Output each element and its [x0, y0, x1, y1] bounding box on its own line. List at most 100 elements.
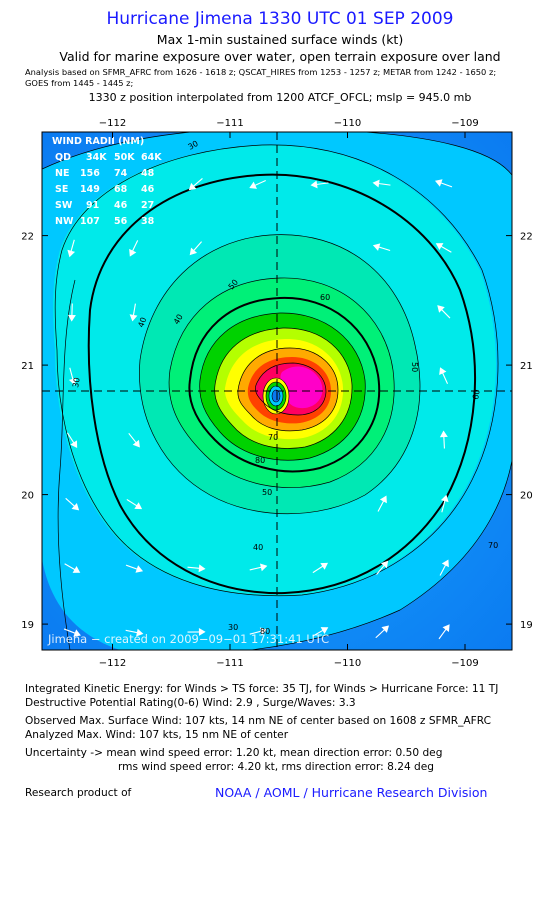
contour-label: 50 [410, 362, 419, 372]
lon-tick-label-bottom: −109 [451, 658, 478, 669]
wind-arrow-head [381, 625, 390, 633]
svg-text:50K: 50K [114, 152, 135, 163]
map-subtitle: Max 1-min sustained surface winds (kt) [156, 32, 404, 47]
map-subtitle-exposure: Valid for marine exposure over water, op… [59, 49, 501, 64]
contour-label: 60 [471, 389, 482, 401]
wind-arrow-head [189, 247, 198, 256]
svg-text:34K: 34K [86, 152, 107, 163]
wind-field-map: 30 40 50 60 70 80 50 40 30 30 40 50 60 7… [21, 118, 533, 669]
lon-tick-label-bottom: −111 [216, 658, 243, 669]
lat-tick-label-right: 21 [520, 361, 533, 372]
wind-arrow-head [435, 243, 444, 250]
wind-arrow-head [132, 439, 140, 448]
svg-text:74: 74 [114, 168, 128, 179]
wind-arrow-head [320, 627, 329, 635]
wind-arrow-head [188, 182, 197, 191]
lon-tick-label-bottom: −110 [334, 658, 361, 669]
uncertainty-mean: Uncertainty -> mean wind speed error: 1.… [25, 747, 443, 759]
lat-tick-label-left: 21 [21, 361, 34, 372]
wind-arrow-head [129, 248, 137, 257]
contour-label: 40 [136, 316, 148, 329]
wind-arrow-head [259, 627, 268, 636]
contour-label: 80 [260, 627, 270, 636]
wind-arrow-head [379, 495, 387, 504]
analysis-sources-goes: GOES from 1445 - 1445 z; [25, 78, 134, 88]
lon-tick-label-top: −112 [99, 118, 126, 129]
map-credit: Jimena − created on 2009−09−01 17:31:41 … [47, 632, 329, 646]
wind-arrow-head [71, 503, 80, 511]
wind-arrow-head [73, 629, 81, 637]
wind-vector-arrows [63, 178, 453, 640]
lon-tick-label-top: −109 [451, 118, 478, 129]
wind-arrow-head [310, 180, 318, 189]
wind-radii-header: QD [55, 152, 71, 163]
analyzed-max-wind: Analyzed Max. Wind: 107 kts, 15 nm NE of… [25, 729, 289, 741]
contour-label: 50 [262, 488, 272, 497]
wind-arrow-head [434, 179, 443, 187]
svg-text:48: 48 [141, 168, 155, 179]
dpr-text: Destructive Potential Rating(0-6) Wind: … [25, 697, 356, 709]
wind-arrow-head [72, 566, 81, 573]
plot-frame [41, 131, 513, 651]
wind-radii-row: SE [55, 184, 68, 195]
lon-tick-label-bottom: −112 [99, 658, 126, 669]
contour-label: 80 [255, 456, 265, 465]
lat-tick-label-right: 20 [520, 491, 533, 502]
noaa-aoml-link[interactable]: NOAA / AOML / Hurricane Research Divisio… [215, 785, 488, 800]
wind-radii-title: WIND RADII (NM) [52, 136, 144, 147]
wind-arrow-head [70, 440, 78, 449]
wind-arrow-head [259, 563, 268, 572]
wind-arrow-head [67, 249, 76, 258]
wind-arrow-head [134, 502, 143, 510]
lat-tick-label-left: 19 [21, 620, 34, 631]
wind-arrow-head [249, 181, 257, 189]
svg-text:107: 107 [80, 216, 100, 227]
wind-arrow-head [68, 377, 77, 386]
wind-radii-row: NE [55, 168, 69, 179]
wind-arrow-head [67, 314, 76, 322]
svg-text:27: 27 [141, 200, 154, 211]
svg-text:68: 68 [114, 184, 128, 195]
storm-center-crosshair [42, 132, 512, 650]
wind-radii-row: SW [55, 200, 73, 211]
contour-label: 60 [320, 293, 330, 302]
wind-radii-row: NW [55, 216, 74, 227]
wind-arrow-head [136, 628, 144, 637]
lat-tick-label-right: 19 [520, 620, 533, 631]
wind-arrow-head [198, 627, 206, 636]
svg-text:56: 56 [114, 216, 128, 227]
contour-label: 70 [488, 541, 498, 550]
lat-tick-label-left: 22 [21, 232, 34, 243]
wind-arrow-head [441, 559, 449, 568]
contour-label: 40 [172, 313, 185, 326]
wind-arrow-head [372, 179, 380, 188]
wind-arrow-head [437, 305, 445, 313]
wind-contour-fills: 30 40 50 60 70 80 50 40 30 30 40 50 60 7… [42, 132, 512, 650]
svg-text:156: 156 [80, 168, 100, 179]
research-product-label: Research product of [25, 787, 132, 799]
wind-arrow-head [380, 560, 389, 569]
contour-label: 40 [253, 543, 263, 552]
lon-tick-label-top: −110 [334, 118, 361, 129]
svg-text:46: 46 [141, 184, 155, 195]
map-title: Hurricane Jimena 1330 UTC 01 SEP 2009 [106, 9, 454, 29]
lon-tick-label-top: −111 [216, 118, 243, 129]
wind-arrow-head [135, 565, 144, 573]
axis-ticks [42, 132, 512, 650]
wind-arrow-head [320, 562, 329, 570]
wind-arrow-head [440, 494, 449, 503]
uncertainty-rms: rms wind speed error: 4.20 kt, rms direc… [118, 761, 435, 773]
wind-radii-table: WIND RADII (NM) QD 34K 50K 64K NE 156 74… [52, 136, 162, 227]
ike-text: Integrated Kinetic Energy: for Winds > T… [25, 683, 499, 695]
position-note: 1330 z position interpolated from 1200 A… [88, 91, 472, 104]
observed-max-wind: Observed Max. Surface Wind: 107 kts, 14 … [25, 715, 492, 727]
svg-text:91: 91 [86, 200, 99, 211]
svg-text:46: 46 [114, 200, 128, 211]
contour-label: 30 [71, 377, 82, 389]
wind-arrow-head [198, 564, 206, 573]
wind-arrow-head [442, 624, 450, 632]
contour-label: 30 [228, 623, 238, 632]
contour-label: 70 [268, 433, 278, 442]
analysis-sources: Analysis based on SFMR_AFRC from 1626 - … [25, 67, 497, 77]
contour-label: 30 [187, 139, 200, 152]
